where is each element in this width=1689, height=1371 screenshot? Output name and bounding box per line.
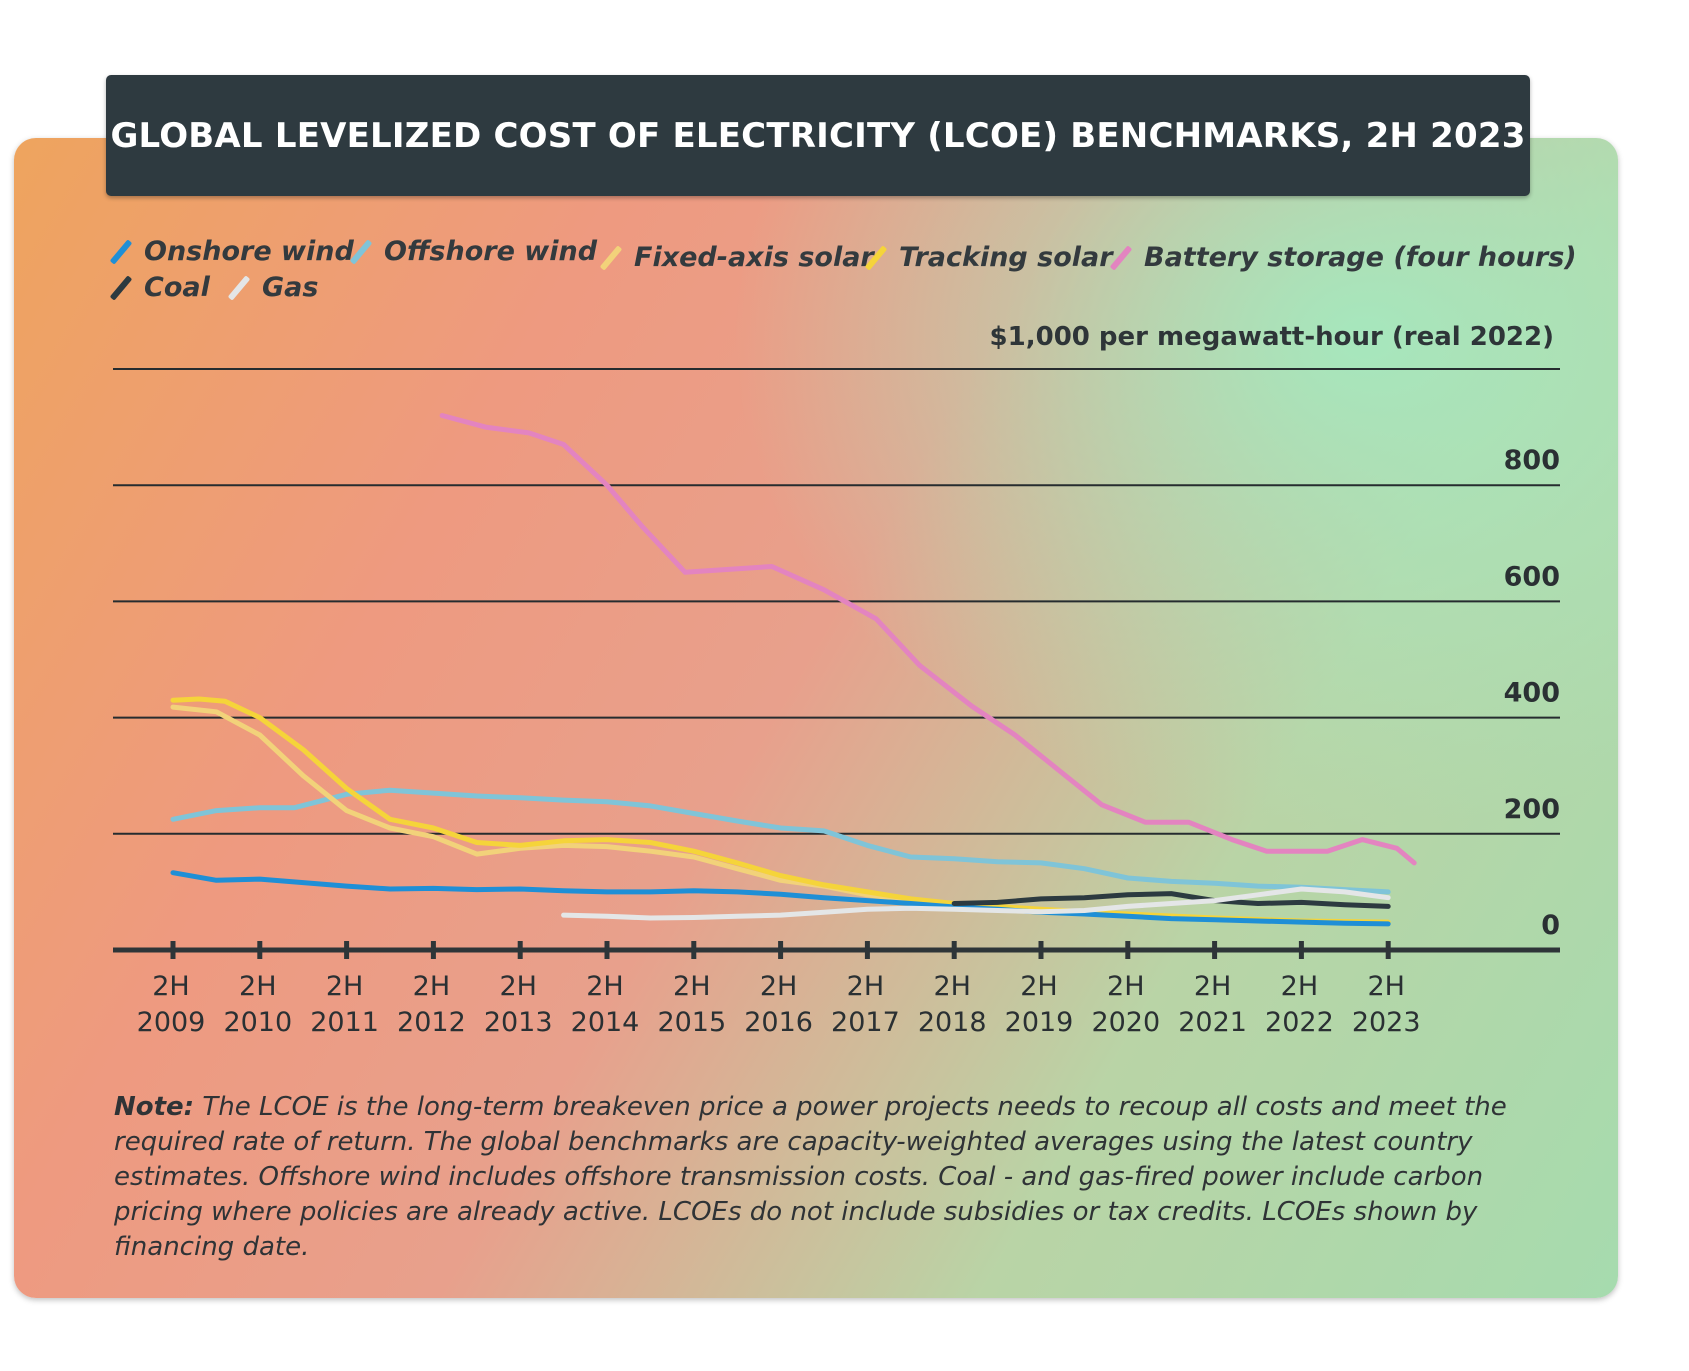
- legend-row-1: Onshore wind Offshore wind Fixed-axis so…: [109, 236, 1577, 273]
- x-tick-label: 2H 2023: [1352, 971, 1421, 1038]
- y-tick-label: 0: [1541, 910, 1560, 941]
- series-line-coal: [951, 891, 1391, 909]
- x-tick-label: 2H 2021: [1178, 971, 1247, 1038]
- legend-label: Coal: [144, 272, 210, 303]
- x-tick-label: 2H 2011: [310, 971, 379, 1038]
- legend-item-onshore-wind[interactable]: Onshore wind: [109, 236, 354, 267]
- series-line-battery-storage-four-hours: [439, 413, 1417, 866]
- series-line-onshore-wind: [170, 870, 1391, 927]
- x-tick-label: 2H 2012: [397, 971, 466, 1038]
- x-tick-label: 2H 2018: [918, 971, 987, 1038]
- x-tick-label: 2H 2020: [1091, 971, 1160, 1038]
- x-axis: 2H 2009 2H 2010 2H 2011 2H 2012 2H 2013 2H 2014 2H 20…: [113, 941, 1560, 1038]
- series-line-fixed-axis-solar: [170, 704, 1391, 927]
- legend-item-battery-storage[interactable]: Battery storage (four hours): [1109, 242, 1577, 273]
- legend-label: Offshore wind: [384, 236, 598, 267]
- x-tick-label: 2H 2009: [137, 971, 206, 1038]
- y-tick-label: 200: [1504, 794, 1560, 825]
- x-tick-label: 2H 2016: [744, 971, 813, 1038]
- y-tick-label: 400: [1504, 678, 1560, 709]
- legend-label: Tracking solar: [899, 242, 1113, 273]
- series-line-offshore-wind: [170, 787, 1391, 895]
- x-tick-label: 2H 2013: [484, 971, 553, 1038]
- legend-label: Battery storage (four hours): [1144, 242, 1577, 273]
- y-tick-label: 600: [1504, 561, 1560, 592]
- legend-item-coal[interactable]: Coal: [109, 272, 210, 303]
- series-lines: [170, 413, 1417, 927]
- legend-label: Fixed-axis solar: [634, 242, 874, 273]
- chart-title: GLOBAL LEVELIZED COST OF ELECTRICITY (LC…: [110, 115, 1526, 156]
- x-tick-label: 2H 2014: [571, 971, 640, 1038]
- legend-label: Gas: [262, 272, 319, 303]
- legend-label: Onshore wind: [144, 236, 354, 267]
- x-tick-label: 2H 2017: [831, 971, 900, 1038]
- y-tick-labels: 800 600 400 200 0: [1504, 445, 1560, 941]
- gridlines: [113, 368, 1560, 835]
- series-line-gas: [561, 886, 1391, 921]
- note-label: Note:: [114, 1092, 195, 1122]
- y-axis-unit-label: $1,000 per megawatt-hour (real 2022): [989, 322, 1554, 352]
- legend-row-2: Coal Gas: [109, 272, 1568, 308]
- legend-item-gas[interactable]: Gas: [227, 272, 319, 303]
- y-tick-label: 800: [1504, 445, 1560, 476]
- legend-item-tracking-solar[interactable]: Tracking solar: [864, 242, 1113, 273]
- legend-item-offshore-wind[interactable]: Offshore wind: [349, 236, 598, 267]
- title-bar: GLOBAL LEVELIZED COST OF ELECTRICITY (LC…: [106, 75, 1530, 196]
- series-line-tracking-solar: [170, 696, 1391, 925]
- chart-note: Note: The LCOE is the long-term breakeve…: [114, 1090, 1544, 1265]
- note-text: The LCOE is the long-term breakeven pric…: [114, 1092, 1507, 1262]
- x-tick-label: 2H 2019: [1005, 971, 1074, 1038]
- x-tick-label: 2H 2015: [657, 971, 726, 1038]
- x-tick-label: 2H 2010: [223, 971, 292, 1038]
- x-tick-label: 2H 2022: [1265, 971, 1334, 1038]
- legend: Onshore wind Offshore wind Fixed-axis so…: [109, 236, 1577, 308]
- legend-item-fixed-axis-solar[interactable]: Fixed-axis solar: [599, 242, 874, 273]
